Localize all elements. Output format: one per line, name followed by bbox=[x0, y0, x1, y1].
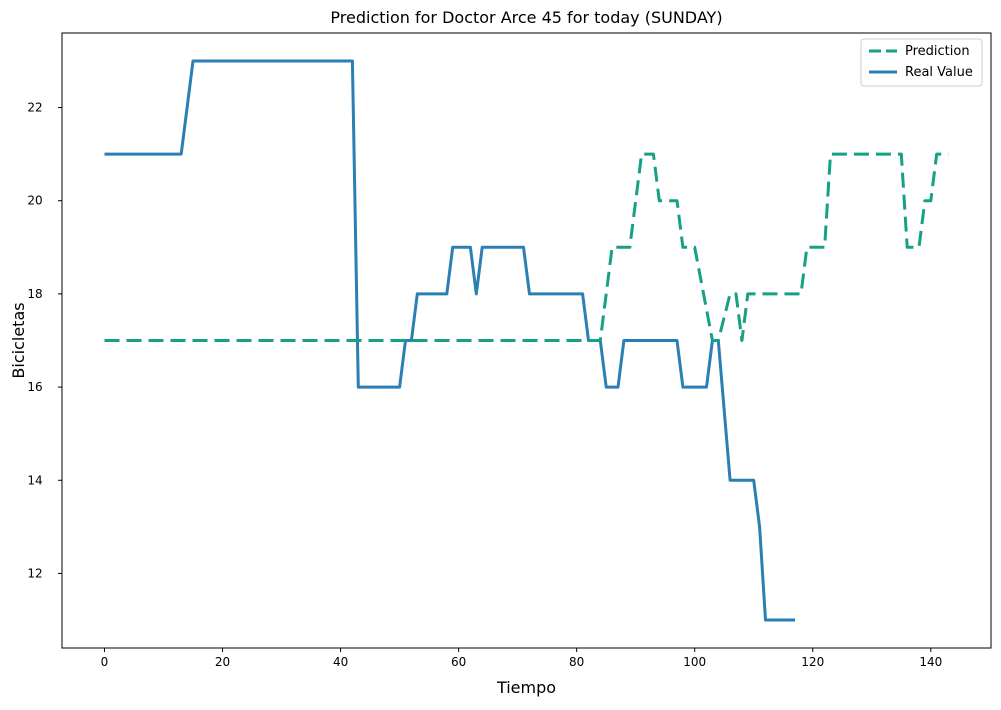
y-axis-ticks: 12 14 16 18 20 22 bbox=[27, 101, 62, 580]
y-tick-label: 22 bbox=[27, 101, 42, 115]
y-tick-label: 12 bbox=[27, 566, 42, 580]
x-axis-ticks: 0 20 40 60 80 100 120 140 bbox=[101, 648, 942, 669]
x-axis-label: Tiempo bbox=[496, 678, 556, 697]
legend-label-real-value: Real Value bbox=[905, 65, 973, 80]
y-tick-label: 14 bbox=[27, 473, 42, 487]
x-tick-label: 120 bbox=[801, 655, 824, 669]
series-line-prediction bbox=[104, 152, 949, 342]
y-tick-label: 16 bbox=[27, 380, 42, 394]
x-tick-label: 140 bbox=[919, 655, 942, 669]
x-tick-label: 60 bbox=[451, 655, 466, 669]
series-layer bbox=[104, 59, 949, 622]
legend: Prediction Real Value bbox=[860, 38, 983, 87]
x-tick-label: 0 bbox=[101, 655, 109, 669]
x-tick-label: 80 bbox=[569, 655, 584, 669]
y-tick-label: 18 bbox=[27, 287, 42, 301]
y-axis-label: Bicicletas bbox=[9, 302, 28, 378]
x-tick-label: 100 bbox=[683, 655, 706, 669]
x-tick-label: 20 bbox=[215, 655, 230, 669]
x-tick-label: 40 bbox=[333, 655, 348, 669]
chart-title: Prediction for Doctor Arce 45 for today … bbox=[330, 8, 722, 27]
y-tick-label: 20 bbox=[27, 194, 42, 208]
legend-label-prediction: Prediction bbox=[905, 44, 970, 59]
